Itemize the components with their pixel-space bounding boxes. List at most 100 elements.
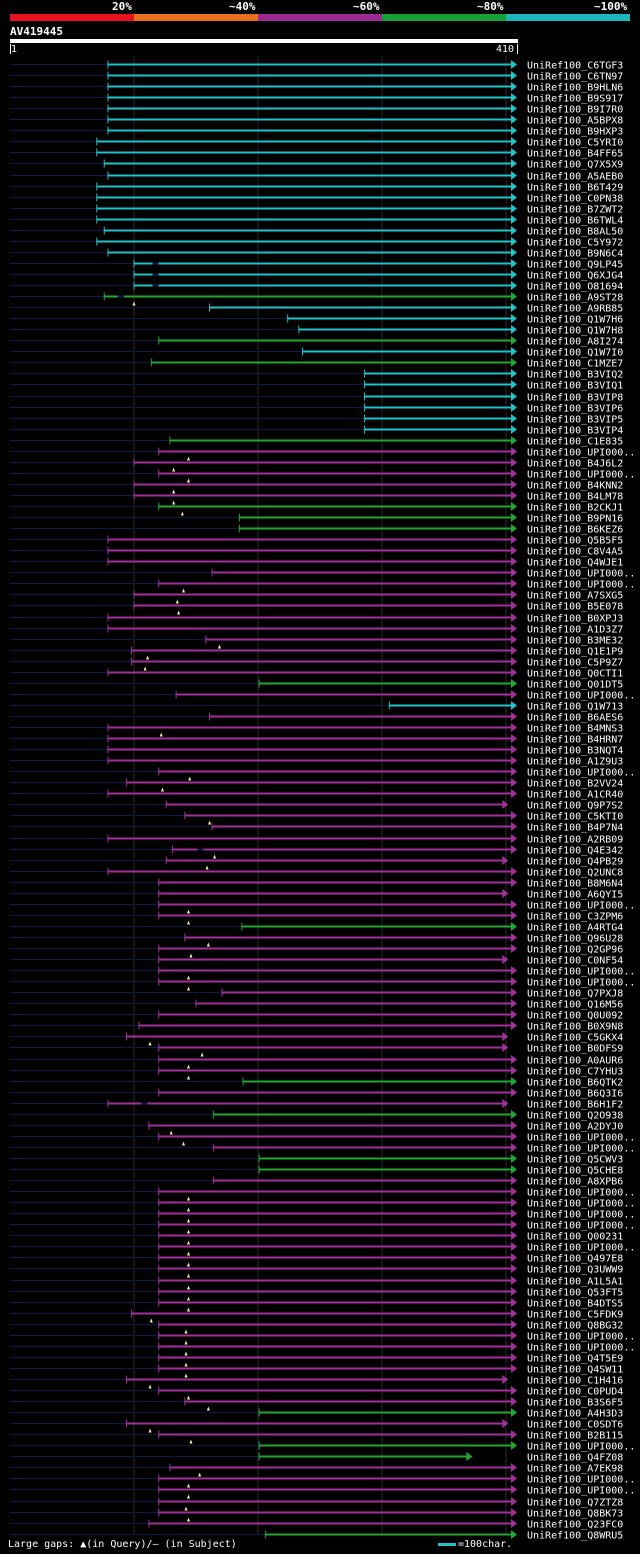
hit-row[interactable]: UniRef100_C6TGF3 (10, 60, 623, 72)
hit-label[interactable]: UniRef100_B3VIP8 (527, 393, 623, 404)
hit-row[interactable]: UniRef100_Q1E1P9 (10, 646, 623, 660)
hit-row[interactable]: UniRef100_B3ME32 (10, 635, 623, 649)
hit-label[interactable]: UniRef100_B6H1F2 (527, 1100, 623, 1111)
hit-label[interactable]: UniRef100_A7SXG5 (527, 591, 623, 602)
hit-label[interactable]: UniRef100_UPI000.. (527, 1133, 635, 1144)
hit-row[interactable]: UniRef100_B3S6F5 (10, 1397, 623, 1411)
hit-row[interactable]: UniRef100_A0AUR6 (10, 1055, 623, 1069)
hit-row[interactable]: UniRef100_A8XPB6 (10, 1176, 623, 1188)
hit-row[interactable]: UniRef100_Q0CTI1 (10, 668, 623, 680)
hit-label[interactable]: UniRef100_B9N6C4 (527, 249, 623, 260)
hit-row[interactable]: UniRef100_A4H3D3 (10, 1408, 623, 1420)
hit-row[interactable]: UniRef100_UPI000.. (10, 1143, 635, 1155)
hit-row[interactable]: UniRef100_UPI000.. (10, 1242, 635, 1256)
hit-row[interactable]: UniRef100_B9S917 (10, 93, 623, 105)
hit-row[interactable]: UniRef100_Q5CWV3 (10, 1154, 623, 1166)
hit-row[interactable]: UniRef100_B3VIP4 (10, 425, 623, 437)
hit-row[interactable]: UniRef100_C5P9Z7 (10, 657, 623, 671)
hit-row[interactable]: UniRef100_B4J6L2 (10, 458, 623, 472)
hit-label[interactable]: UniRef100_UPI000.. (527, 1199, 635, 1210)
hit-row[interactable]: UniRef100_UPI000.. (10, 1220, 635, 1234)
hit-row[interactable]: UniRef100_A9ST28 (10, 292, 623, 306)
hit-label[interactable]: UniRef100_B9I7R0 (527, 105, 623, 116)
hit-label[interactable]: UniRef100_B8M6N4 (527, 879, 623, 890)
hit-row[interactable]: UniRef100_UPI000.. (10, 469, 635, 483)
hit-row[interactable]: UniRef100_UPI000.. (10, 966, 635, 980)
hit-row[interactable]: UniRef100_B9HLN6 (10, 82, 623, 94)
hit-label[interactable]: UniRef100_B4HRN7 (527, 735, 623, 746)
hit-row[interactable]: UniRef100_C6TN97 (10, 71, 623, 83)
hit-label[interactable]: UniRef100_A6QYI5 (527, 890, 623, 901)
hit-row[interactable]: UniRef100_UPI000.. (10, 1474, 635, 1488)
hit-row[interactable]: UniRef100_B4KNN2 (10, 480, 623, 494)
hit-row[interactable]: UniRef100_Q8WRU5 (10, 1530, 623, 1542)
hit-label[interactable]: UniRef100_C0PUD4 (527, 1387, 623, 1398)
hit-row[interactable]: UniRef100_Q96U28 (10, 933, 623, 947)
hit-row[interactable]: UniRef100_B0DFS9 (10, 1043, 623, 1057)
hit-row[interactable]: UniRef100_B8AL50 (10, 226, 623, 238)
hit-row[interactable]: UniRef100_Q9LP45 (10, 259, 623, 271)
hit-row[interactable]: UniRef100_Q497E8 (10, 1253, 623, 1267)
hit-label[interactable]: UniRef100_Q8BK73 (527, 1509, 623, 1520)
hit-label[interactable]: UniRef100_Q1W713 (527, 702, 623, 713)
hit-label[interactable]: UniRef100_B8AL50 (527, 227, 623, 238)
hit-row[interactable]: UniRef100_Q7X5X9 (10, 159, 623, 171)
hit-label[interactable]: UniRef100_C1E835 (527, 437, 623, 448)
hit-row[interactable]: UniRef100_A2RB09 (10, 834, 623, 846)
hit-label[interactable]: UniRef100_C5FDK9 (527, 1310, 623, 1321)
hit-row[interactable]: UniRef100_C1H416 (10, 1375, 623, 1389)
hit-label[interactable]: UniRef100_A9ST28 (527, 293, 623, 304)
hit-label[interactable]: UniRef100_Q4SW11 (527, 1365, 623, 1376)
hit-label[interactable]: UniRef100_B4MNS3 (527, 724, 623, 735)
hit-row[interactable]: UniRef100_C5GKX4 (10, 1032, 623, 1046)
hit-row[interactable]: UniRef100_B6KEZ6 (10, 524, 623, 536)
hit-label[interactable]: UniRef100_Q0CTI1 (527, 669, 623, 680)
hit-row[interactable]: UniRef100_UPI000.. (10, 1342, 635, 1356)
hit-row[interactable]: UniRef100_Q4FZ08 (10, 1452, 623, 1464)
hit-row[interactable]: UniRef100_B4LM78 (10, 491, 623, 505)
hit-row[interactable]: UniRef100_B3VIP5 (10, 414, 623, 426)
hit-row[interactable]: UniRef100_Q5B5F5 (10, 535, 623, 547)
hit-label[interactable]: UniRef100_C6TGF3 (527, 61, 623, 72)
hit-row[interactable]: UniRef100_B9N6C4 (10, 248, 623, 260)
hit-label[interactable]: UniRef100_B3VIQ1 (527, 381, 623, 392)
hit-row[interactable]: UniRef100_B6QTK2 (10, 1077, 623, 1089)
hit-row[interactable]: UniRef100_UPI000.. (10, 1198, 635, 1212)
hit-label[interactable]: UniRef100_Q8BG32 (527, 1321, 623, 1332)
hit-row[interactable]: UniRef100_UPI000.. (10, 767, 635, 781)
hit-label[interactable]: UniRef100_Q1W7I0 (527, 348, 623, 359)
hit-label[interactable]: UniRef100_UPI000.. (527, 978, 635, 989)
hit-row[interactable]: UniRef100_C5YRI0 (10, 137, 623, 149)
hit-label[interactable]: UniRef100_C5Y972 (527, 238, 623, 249)
hit-label[interactable]: UniRef100_Q1E1P9 (527, 647, 623, 658)
hit-label[interactable]: UniRef100_B0X9N8 (527, 1022, 623, 1033)
hit-label[interactable]: UniRef100_B4J6L2 (527, 459, 623, 470)
hit-row[interactable]: UniRef100_Q01DT5 (10, 679, 623, 691)
hit-label[interactable]: UniRef100_B0XPJ3 (527, 614, 623, 625)
hit-label[interactable]: UniRef100_Q7X5X9 (527, 160, 623, 171)
hit-row[interactable]: UniRef100_Q4E342 (10, 845, 623, 859)
hit-label[interactable]: UniRef100_C5YRI0 (527, 138, 623, 149)
hit-row[interactable]: UniRef100_Q7ZTZ8 (10, 1497, 623, 1511)
hit-label[interactable]: UniRef100_A0AUR6 (527, 1056, 623, 1067)
hit-label[interactable]: UniRef100_UPI000.. (527, 1486, 635, 1497)
hit-label[interactable]: UniRef100_C5GKX4 (527, 1033, 623, 1044)
hit-row[interactable]: UniRef100_C7YHU3 (10, 1066, 623, 1080)
hit-row[interactable]: UniRef100_B3VIP6 (10, 403, 623, 415)
hit-row[interactable]: UniRef100_A7EK98 (10, 1463, 623, 1477)
hit-row[interactable]: UniRef100_B9HXP3 (10, 126, 623, 138)
hit-row[interactable]: UniRef100_UPI000.. (10, 1132, 635, 1146)
hit-row[interactable]: UniRef100_UPI000.. (10, 1209, 635, 1223)
hit-row[interactable]: UniRef100_Q2O938 (10, 1110, 623, 1122)
hit-label[interactable]: UniRef100_Q5CHE8 (527, 1166, 623, 1177)
hit-label[interactable]: UniRef100_B4DTS5 (527, 1299, 623, 1310)
hit-label[interactable]: UniRef100_B2CKJ1 (527, 503, 623, 514)
hit-row[interactable]: UniRef100_Q0U092 (10, 1010, 623, 1022)
hit-row[interactable]: UniRef100_C5FDK9 (10, 1309, 623, 1323)
hit-row[interactable]: UniRef100_B2VV24 (10, 778, 623, 792)
hit-label[interactable]: UniRef100_Q9P7S2 (527, 801, 623, 812)
hit-label[interactable]: UniRef100_UPI000.. (527, 1221, 635, 1232)
hit-row[interactable]: UniRef100_UPI000.. (10, 447, 635, 461)
hit-label[interactable]: UniRef100_Q4E342 (527, 846, 623, 857)
hit-label[interactable]: UniRef100_B3NQT4 (527, 746, 623, 757)
